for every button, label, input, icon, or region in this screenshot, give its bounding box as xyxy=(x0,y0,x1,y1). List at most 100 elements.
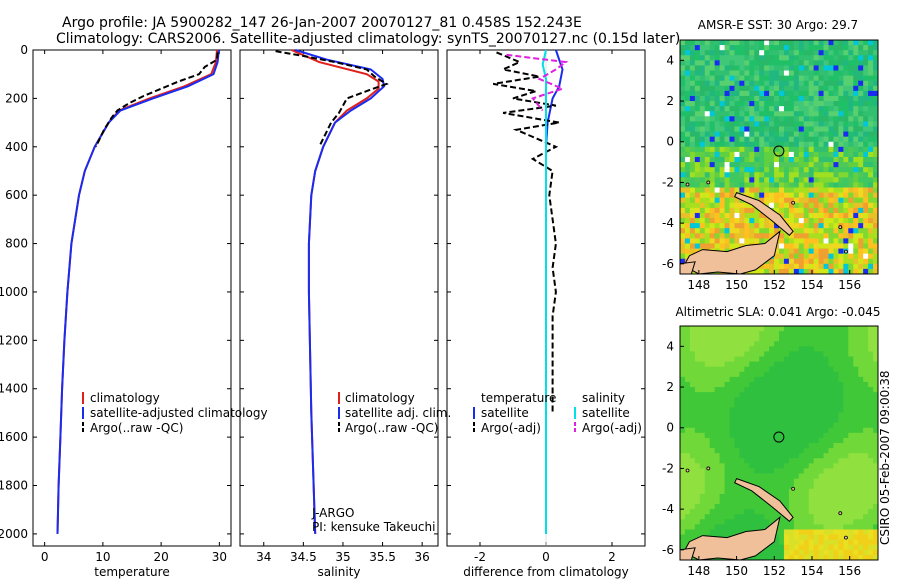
map-cell xyxy=(694,351,701,357)
map-cell xyxy=(714,346,720,352)
map-cell xyxy=(828,326,834,332)
map-cell xyxy=(833,131,839,138)
map-cell xyxy=(774,192,780,199)
map-cell xyxy=(744,341,750,347)
map-cell xyxy=(833,509,839,515)
map-cell xyxy=(680,402,686,408)
map-cell xyxy=(689,172,696,178)
map-cell xyxy=(759,437,765,444)
map-cell xyxy=(843,70,849,77)
map-cell xyxy=(818,207,824,214)
map-cell xyxy=(709,473,716,480)
land-islet xyxy=(706,180,711,185)
map-cell xyxy=(858,151,864,158)
map-cell xyxy=(783,549,790,556)
map-cell xyxy=(769,223,775,229)
map-cell xyxy=(783,253,790,260)
map-cell xyxy=(873,207,879,214)
map-cell xyxy=(843,238,849,244)
map-cell xyxy=(709,498,716,505)
salinity-legend: climatology satellite adj. clim. Argo(..… xyxy=(311,391,451,534)
map-cell xyxy=(680,443,686,449)
map-cell xyxy=(813,366,819,373)
map-cell xyxy=(729,121,735,127)
map-cell xyxy=(793,202,800,209)
map-cell xyxy=(739,488,745,495)
map-cell xyxy=(873,437,879,444)
map-cell xyxy=(729,427,735,434)
map-cell xyxy=(803,197,810,204)
map-cell xyxy=(788,40,795,46)
map-cell xyxy=(729,387,735,393)
map-cell xyxy=(774,121,780,127)
timestamp-stamp: CSIRO 05-Feb-2007 09:00:38 xyxy=(878,370,892,545)
map-cell xyxy=(843,412,849,418)
map-cell xyxy=(818,437,824,444)
map-cell xyxy=(704,101,711,107)
map-cell xyxy=(714,356,720,363)
map-cell xyxy=(853,504,859,510)
map-cell xyxy=(823,336,829,342)
map-cell xyxy=(779,167,785,173)
map-cell xyxy=(709,422,716,429)
map-cell xyxy=(709,218,716,224)
map-cell xyxy=(803,202,810,209)
map-cell xyxy=(779,258,785,265)
map-cell xyxy=(754,116,760,122)
map-cell xyxy=(833,162,839,168)
map-cell xyxy=(754,417,760,424)
map-cell xyxy=(714,233,720,239)
map-cell xyxy=(788,427,795,434)
map-cell xyxy=(680,427,686,434)
map-cell xyxy=(788,253,795,260)
map-cell xyxy=(838,483,844,490)
map-cell xyxy=(709,212,716,219)
map-cell xyxy=(680,407,686,413)
map-cell xyxy=(759,376,765,383)
map-cell xyxy=(848,111,854,117)
map-cell xyxy=(714,101,720,107)
map-cell xyxy=(759,504,765,510)
map-cell xyxy=(754,402,760,408)
map-cell xyxy=(749,463,755,469)
map-cell xyxy=(793,90,800,97)
map-cell xyxy=(853,243,859,249)
map-cell xyxy=(689,151,696,158)
map-cell xyxy=(818,248,824,255)
map-cell xyxy=(843,346,849,352)
map-cell xyxy=(749,498,755,505)
map-cell xyxy=(788,331,795,337)
map-cell xyxy=(813,422,819,429)
map-cell xyxy=(709,514,716,520)
map-cell xyxy=(704,85,711,92)
map-cell xyxy=(749,121,755,127)
map-cell xyxy=(769,50,775,56)
map-cell xyxy=(749,126,755,132)
map-cell xyxy=(848,207,854,214)
map-cell xyxy=(680,136,686,143)
map-cell xyxy=(704,95,711,102)
map-cell xyxy=(764,55,770,61)
map-cell xyxy=(823,238,829,244)
map-cell xyxy=(744,498,750,505)
map-cell xyxy=(769,387,775,393)
map-cell xyxy=(788,182,795,188)
map-cell xyxy=(788,504,795,510)
map-cell xyxy=(774,45,780,51)
map-cell xyxy=(719,529,725,535)
map-cell xyxy=(749,509,755,515)
map-cell xyxy=(734,233,740,239)
map-cell xyxy=(813,432,819,439)
map-cell xyxy=(793,397,800,403)
land-islet xyxy=(838,225,843,230)
map-cell xyxy=(843,101,849,107)
map-cell xyxy=(714,366,720,373)
map-cell xyxy=(724,463,730,469)
map-cell xyxy=(689,202,696,209)
map-cell xyxy=(749,101,755,107)
map-cell xyxy=(680,207,686,214)
map-cell xyxy=(694,167,701,173)
map-cell xyxy=(739,202,745,209)
map-cell xyxy=(868,397,874,403)
